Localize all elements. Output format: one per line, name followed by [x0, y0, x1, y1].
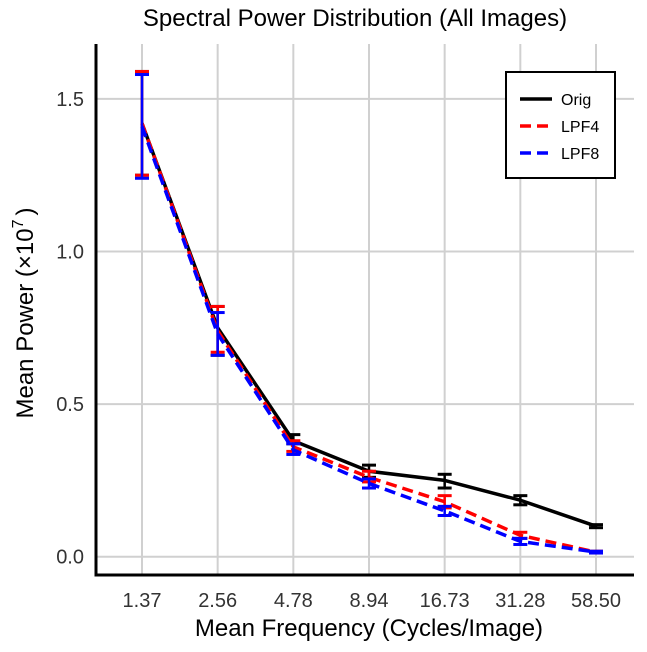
y-tick-label: 0.0 [56, 547, 84, 569]
legend-label: LPF4 [561, 119, 599, 136]
y-axis-label-prefix: Mean Power (×10 [12, 228, 39, 418]
legend-label: Orig [561, 92, 591, 109]
x-tick-label: 8.94 [350, 590, 389, 612]
y-axis-label: Mean Power (×107) [10, 207, 39, 418]
x-axis-label: Mean Frequency (Cycles/Image) [195, 615, 543, 642]
x-tick-label: 1.37 [123, 590, 162, 612]
y-axis-label-suffix: ) [12, 207, 39, 215]
y-tick-label: 1.5 [56, 89, 84, 111]
legend-box [505, 71, 616, 179]
x-tick-label: 31.28 [495, 590, 545, 612]
x-tick-label: 4.78 [274, 590, 313, 612]
x-tick-label: 16.73 [420, 590, 470, 612]
legend-entry-lpf4: LPF4 [520, 119, 599, 136]
series-layer [135, 69, 603, 555]
axes-layer [94, 44, 634, 577]
legend-entries: Orig LPF4 LPF8 [520, 92, 599, 163]
y-tick-label: 1.0 [56, 242, 84, 264]
legend-label: LPF8 [561, 146, 599, 163]
legend-entry-lpf8: LPF8 [520, 146, 599, 163]
chart-title: Spectral Power Distribution (All Images) [143, 5, 567, 32]
y-tick-label: 0.5 [56, 394, 84, 416]
y-axis-label-exponent: 7 [10, 219, 27, 228]
tick-label-layer: 1.37 2.56 4.78 8.94 16.73 31.28 58.50 0.0 0.5 1.0… [56, 89, 621, 612]
series-line-lpf4 [140, 122, 597, 554]
x-tick-label: 2.56 [198, 590, 237, 612]
error-bar [210, 311, 225, 357]
series-lpf8 [135, 73, 603, 555]
error-bar [437, 504, 452, 517]
x-tick-label: 58.50 [571, 590, 621, 612]
legend-entry-orig: Orig [520, 92, 591, 109]
series-line-lpf8 [140, 125, 597, 554]
legend: Orig LPF4 LPF8 [505, 71, 616, 179]
